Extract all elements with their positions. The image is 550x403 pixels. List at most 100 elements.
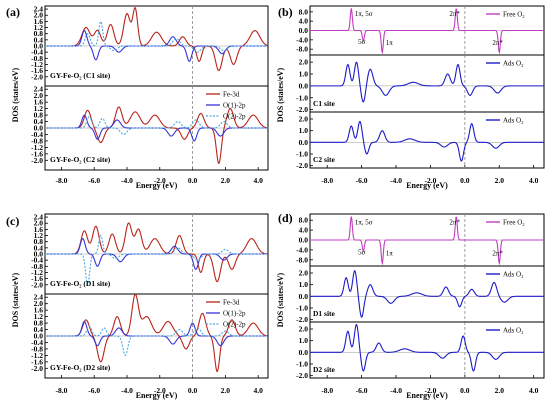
- panel-letter: (b): [278, 5, 293, 19]
- series-line-ads-o-: [310, 269, 544, 318]
- y-tick-label: -0.8: [31, 136, 43, 145]
- site-label: GY-Fe-O₂ (D2 site): [50, 363, 111, 372]
- y-tick-label: 1.0: [299, 126, 309, 135]
- y-tick-label: 4.0: [299, 226, 309, 235]
- y-tick-label: 0.0: [299, 26, 309, 35]
- legend-label: O(2)-2p: [223, 321, 246, 329]
- x-axis-title: Energy (eV): [136, 391, 178, 400]
- orbital-annotation: 1π, 5σ: [355, 10, 373, 18]
- x-tick-label: -6.0: [356, 386, 368, 395]
- y-tick-label: -0.8: [31, 54, 43, 63]
- y-tick-label: 8.0: [299, 216, 309, 225]
- subplot-0: -2.0-1.6-1.2-0.8-0.40.00.40.81.21.62.02.…: [31, 5, 269, 87]
- orbital-annotation: 2π*: [492, 250, 503, 258]
- y-tick-label: -1.0: [296, 150, 308, 159]
- x-tick-label: 0.0: [188, 176, 198, 185]
- x-axis-title: Energy (eV): [136, 181, 178, 190]
- subplot-1: -2.0 -1.0 0.0 1.0 2.0 D1 site Ads O₂: [296, 265, 545, 324]
- x-tick-label: 2.0: [221, 386, 231, 395]
- subplot-1: -2.0-1.6-1.2-0.8-0.40.00.40.81.21.62.02.…: [31, 85, 269, 171]
- y-tick-label: 2.0: [34, 91, 44, 100]
- x-tick-label: -4.0: [121, 176, 133, 185]
- y-tick-label: 2.4: [34, 293, 44, 302]
- subplot-1: -2.0 -1.0 0.0 1.0 2.0 C1 site Ads O₂: [296, 54, 545, 114]
- series-line-ads-o-: [310, 61, 544, 103]
- x-tick-label: -6.0: [88, 176, 100, 185]
- y-tick-label: 0.0: [299, 81, 309, 90]
- y-axis-title: DOS (states/eV): [276, 67, 285, 122]
- y-tick-label: 1.6: [34, 306, 44, 315]
- series-line-fe-3d: [45, 106, 268, 165]
- x-tick-label: 2.0: [495, 176, 505, 185]
- orbital-annotation: 1π, 5σ: [355, 218, 373, 226]
- panel-letter: (c): [6, 214, 19, 228]
- subplot-frame: [309, 321, 545, 379]
- x-tick-label: -2.0: [425, 386, 437, 395]
- y-tick-label: 1.0: [299, 280, 309, 289]
- y-tick-label: 4.0: [299, 17, 309, 26]
- x-tick-label: 0.0: [460, 386, 470, 395]
- y-tick-label: 1.2: [34, 231, 44, 240]
- y-tick-label: -1.6: [31, 149, 43, 158]
- y-tick-label: 0.0: [299, 236, 309, 245]
- y-axis-title: DOS (states/eV): [11, 67, 20, 122]
- y-tick-label: -2.0: [296, 315, 308, 324]
- x-tick-label: 4.0: [253, 176, 263, 185]
- orbital-annotation: 2π*: [492, 39, 503, 47]
- y-tick-label: -2.0: [31, 364, 43, 373]
- y-tick-label: 0.8: [34, 29, 44, 38]
- x-axis-title: Energy (eV): [406, 391, 448, 400]
- x-tick-label: -4.0: [390, 386, 402, 395]
- y-tick-label: -0.8: [31, 344, 43, 353]
- y-axis-title: DOS (states/eV): [276, 272, 285, 327]
- subplot-2: -2.0 -1.0 0.0 1.0 2.0 C2 site Ads O₂: [296, 111, 545, 170]
- y-tick-label: 2.0: [299, 58, 309, 67]
- y-tick-label: 0.4: [34, 325, 44, 334]
- y-tick-label: 0.4: [34, 35, 44, 44]
- x-tick-label: 0.0: [460, 176, 470, 185]
- subplot-2: -2.0 -1.0 0.0 1.0 2.0 D2 site Ads O₂: [296, 321, 545, 380]
- orbital-annotation: 5σ: [358, 38, 366, 46]
- y-tick-label: -1.0: [296, 93, 308, 102]
- y-axis-title: DOS (states/eV): [11, 272, 20, 327]
- y-tick-label: 0.0: [34, 332, 44, 341]
- series-line-fe-3d: [45, 222, 268, 283]
- legend-label: O(1)-2p: [223, 310, 246, 318]
- subplot-0: -8.0-4.00.04.08.0 Free O₂ 1π, 5σ 2π* 5σ 1π 2π*: [296, 213, 545, 267]
- legend-label: Ads O₂: [503, 271, 524, 279]
- y-tick-label: -1.2: [31, 351, 43, 360]
- x-tick-label: -8.0: [321, 176, 333, 185]
- site-label: C2 site: [313, 155, 336, 164]
- legend-label: O(2)-2p: [223, 113, 246, 121]
- y-tick-label: -2.0: [31, 156, 43, 165]
- y-tick-label: 8.0: [299, 7, 309, 16]
- y-tick-label: 2.4: [34, 85, 44, 94]
- y-tick-label: -8.0: [296, 255, 308, 264]
- series-line-ads-o-: [310, 323, 544, 372]
- y-tick-label: -0.4: [31, 48, 43, 57]
- x-tick-label: -2.0: [154, 386, 166, 395]
- series-line-free-o-: [310, 8, 544, 55]
- y-tick-label: 1.6: [34, 225, 44, 234]
- y-tick-label: 0.4: [34, 243, 44, 252]
- series-line-fe-3d: [45, 7, 268, 72]
- site-label: C1 site: [313, 99, 336, 108]
- legend-label: Fe-3d: [223, 91, 240, 99]
- x-tick-label: 2.0: [221, 176, 231, 185]
- y-tick-label: -1.6: [31, 357, 43, 366]
- x-tick-label: 4.0: [529, 176, 539, 185]
- y-tick-label: 2.0: [34, 11, 44, 20]
- y-tick-label: 0.0: [34, 124, 44, 133]
- y-tick-label: -2.0: [31, 280, 43, 289]
- x-tick-label: -6.0: [356, 176, 368, 185]
- site-label: GY-Fe-O₂ (D1 site): [50, 279, 111, 288]
- subplot-frame: [309, 111, 545, 169]
- series-line-free-o-: [310, 216, 544, 266]
- panel-letter: (d): [278, 211, 293, 225]
- panel-letter: (a): [6, 5, 20, 19]
- y-tick-label: 1.6: [34, 17, 44, 26]
- subplot-0: -2.0-1.6-1.2-0.8-0.40.00.40.81.21.62.02.…: [31, 213, 269, 295]
- site-label: GY-Fe-O₂ (C2 site): [50, 155, 111, 164]
- x-tick-label: -2.0: [425, 176, 437, 185]
